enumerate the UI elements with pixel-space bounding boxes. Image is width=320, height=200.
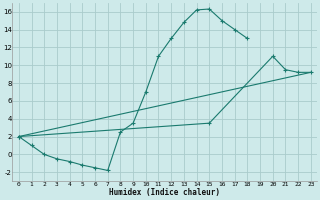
X-axis label: Humidex (Indice chaleur): Humidex (Indice chaleur) <box>109 188 220 197</box>
